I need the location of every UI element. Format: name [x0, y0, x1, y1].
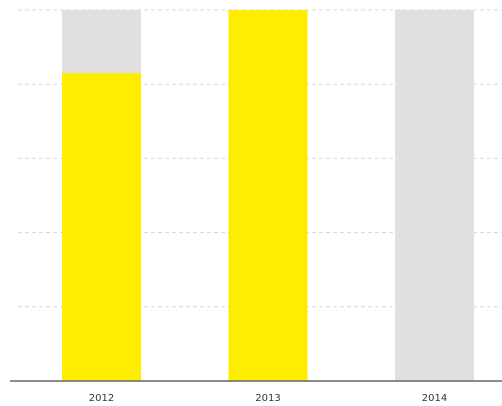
x-tick-label: 2012 [89, 393, 114, 404]
bar-segment [228, 10, 308, 381]
x-tick-label: 2014 [422, 393, 447, 404]
x-tick-label: 2013 [255, 393, 280, 404]
bar-segment [62, 10, 141, 74]
bar-segment [395, 10, 474, 381]
bar-segment [62, 73, 141, 381]
